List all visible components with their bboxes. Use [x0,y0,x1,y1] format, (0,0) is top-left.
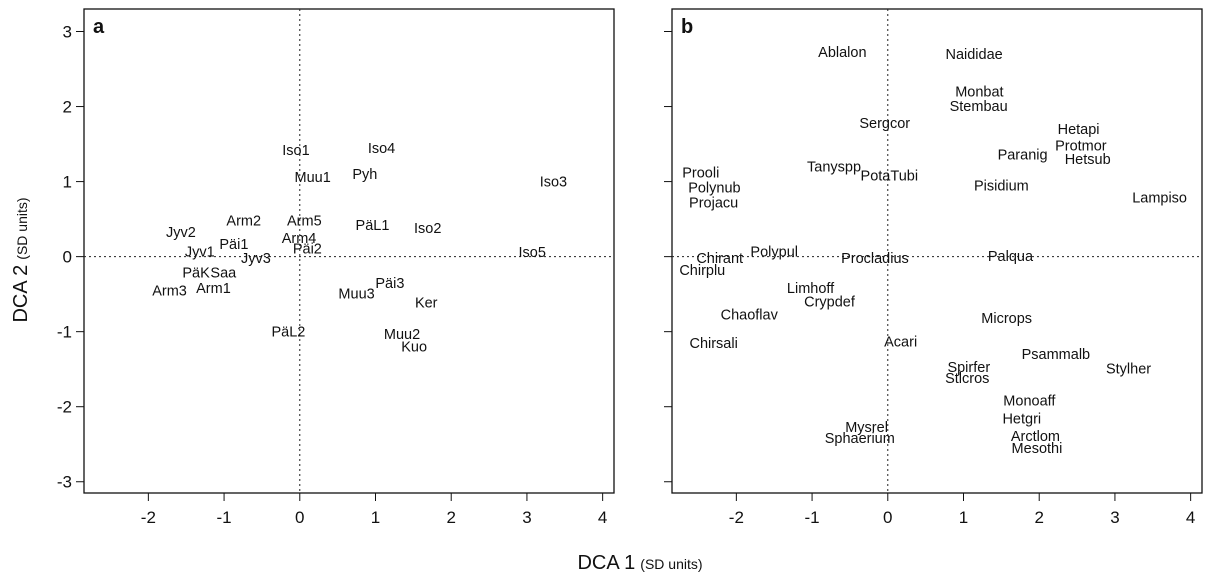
panel-letter: b [681,16,693,38]
point-label: Protmor [1055,139,1107,155]
point-label: Chaoflav [721,307,779,323]
point-label: PäL1 [356,218,390,234]
x-axis-title: DCA 1 (SD units) [577,552,702,574]
panel-letter: a [93,16,105,38]
point-label: Jyv1 [185,244,215,260]
panel-a: -2 -1 0 1 2 3 4 -3 -2 -1 0 1 2 3 a Iso1 Iso4 Muu1 Pyh Iso3 A… [57,8,615,527]
y-axis-title-unit: (SD units) [14,197,30,259]
point-label: PäL2 [271,325,305,341]
point-label: Kuo [401,340,427,356]
x-tick-label: 4 [1186,508,1195,527]
point-label: Ker [415,295,438,311]
point-label: Iso5 [519,245,546,261]
point-label: Crypdef [804,295,856,311]
point-label: Chirplu [679,263,725,279]
point-label: PäK [182,265,210,281]
point-label: Päi3 [375,276,404,292]
point-label: Hetsub [1065,152,1111,168]
point-label: Acari [884,334,917,350]
point-label: Arm3 [152,283,187,299]
point-label: Saa [210,265,237,281]
svg-text:DCA 2(SD units): DCA 2 (SD units) [10,197,32,322]
point-label: Jyv2 [166,225,196,241]
point-label: Iso2 [414,221,441,237]
point-label: Psammalb [1022,347,1091,363]
point-label: Paranig [998,148,1048,164]
x-tick-label: 2 [1034,508,1043,527]
point-label: Iso3 [540,175,567,191]
x-tick-label: 3 [522,508,531,527]
x-tick-label: 1 [959,508,968,527]
point-label: Päi1 [219,237,248,253]
point-label: Microps [981,311,1032,327]
point-label: Iso1 [282,143,309,159]
point-label: Iso4 [368,141,395,157]
point-label: Naididae [945,47,1002,63]
point-label: Limhoff [787,281,835,297]
point-label: Sergcor [859,116,910,132]
point-label: Sphaerium [825,431,895,447]
point-label: Muu3 [338,286,374,302]
point-label: Päi2 [293,241,322,257]
point-label: Chirant [696,251,743,267]
point-label: Palqua [988,249,1034,265]
point-label: Chirsali [689,336,737,352]
x-tick-label: -1 [805,508,820,527]
point-label: PotaTubi [861,169,919,185]
x-tick-label: 3 [1110,508,1119,527]
x-tick-label: 0 [883,508,892,527]
y-tick-label: 1 [63,173,72,192]
point-label: Arm1 [196,281,231,297]
point-label: Prooli [682,166,719,182]
y-tick-label: 0 [63,248,72,267]
point-label: Arm4 [282,231,317,247]
x-tick-label: 1 [371,508,380,527]
point-label: Monbat [955,85,1003,101]
y-axis-title: DCA 2 (SD units) [10,197,32,322]
point-label: Arm2 [226,214,261,230]
x-tick-label: 0 [295,508,304,527]
point-label: Stlcros [945,371,989,387]
point-label: Arm5 [287,214,322,230]
svg-text:DCA 1(SD units): DCA 1 (SD units) [577,552,702,574]
point-label: Arctlom [1011,429,1060,445]
point-label: Stylher [1106,361,1151,377]
point-label: Polynub [688,181,740,197]
y-tick-label: -2 [57,398,72,417]
point-label: Muu2 [384,327,420,343]
point-label: Procladius [841,251,909,267]
x-tick-label: 4 [598,508,607,527]
point-label: Projacu [689,196,738,212]
x-tick-label: -2 [729,508,744,527]
plot-frame [83,8,615,494]
point-label: Pisidium [974,178,1029,194]
point-label: Mesothi [1012,441,1063,457]
point-label: Stembau [950,99,1008,115]
point-label: Pyh [352,167,377,183]
point-label: Hetgri [1002,412,1041,428]
point-label: Tanyspp [807,160,861,176]
x-tick-label: -2 [141,508,156,527]
point-label: Hetapi [1058,122,1100,138]
plot-frame [671,8,1203,494]
point-label: Mysrel [845,420,888,436]
y-tick-label: 3 [63,23,72,42]
y-tick-label: 2 [63,98,72,117]
x-axis-title-unit: (SD units) [640,556,702,572]
y-tick-label: -1 [57,323,72,342]
point-label: Spirfer [947,360,990,376]
point-label: Polypul [750,244,798,260]
x-axis-title-main: DCA 1 [577,552,635,574]
x-tick-label: -1 [217,508,232,527]
y-axis-title-main: DCA 2 [10,265,32,323]
point-label: Ablalon [818,45,866,61]
y-tick-label: -3 [57,473,72,492]
point-label: Muu1 [295,170,331,186]
point-label: Monoaff [1003,394,1056,410]
point-label: Lampiso [1132,190,1187,206]
x-tick-label: 2 [446,508,455,527]
point-label: Jyv3 [241,251,271,267]
